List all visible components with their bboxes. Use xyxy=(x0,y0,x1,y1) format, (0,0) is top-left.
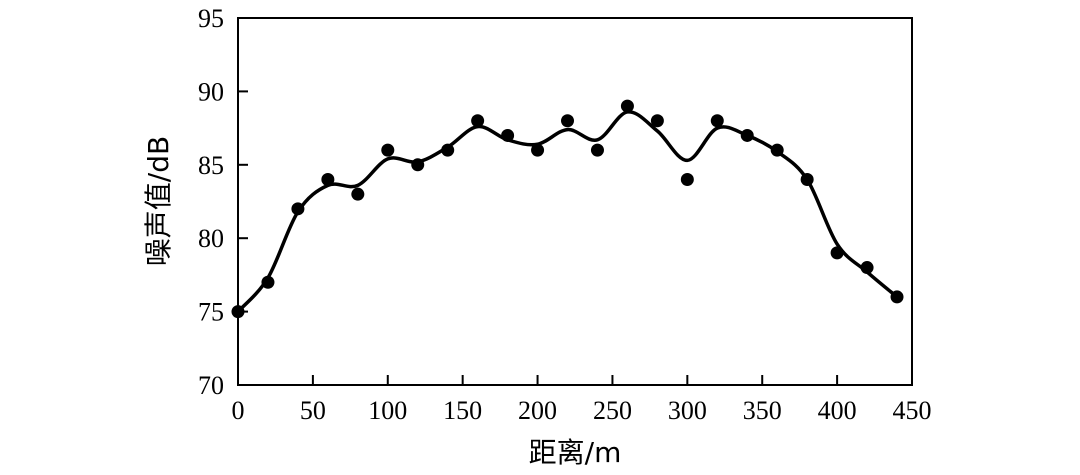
data-point xyxy=(740,128,754,142)
x-tick-label: 100 xyxy=(368,396,407,425)
data-point xyxy=(650,114,664,128)
x-tick-label: 300 xyxy=(668,396,707,425)
x-axis-title: 距离/m xyxy=(529,436,622,469)
data-point xyxy=(770,143,784,157)
data-point xyxy=(231,305,245,319)
data-point xyxy=(680,172,694,186)
data-point xyxy=(830,246,844,260)
data-point xyxy=(291,202,305,216)
y-tick-label: 85 xyxy=(198,151,224,180)
x-tick-label: 200 xyxy=(518,396,557,425)
data-point xyxy=(890,290,904,304)
y-tick-label: 75 xyxy=(198,298,224,327)
x-tick-label: 400 xyxy=(818,396,857,425)
data-point xyxy=(561,114,575,128)
y-tick-label: 80 xyxy=(198,224,224,253)
x-tick-label: 0 xyxy=(232,396,245,425)
data-point xyxy=(441,143,455,157)
y-tick-label: 95 xyxy=(198,4,224,33)
y-tick-label: 70 xyxy=(198,371,224,400)
x-tick-label: 150 xyxy=(443,396,482,425)
data-point xyxy=(381,143,395,157)
x-tick-label: 350 xyxy=(743,396,782,425)
data-point xyxy=(321,172,335,186)
y-axis-ticks: 70 75 80 85 90 95 xyxy=(198,4,248,400)
plot-frame xyxy=(237,17,913,386)
data-point xyxy=(800,172,814,186)
data-point xyxy=(261,275,275,289)
data-point xyxy=(351,187,365,201)
x-tick-label: 250 xyxy=(593,396,632,425)
y-axis-title: 噪声值/dB xyxy=(142,136,175,266)
fit-curve xyxy=(236,110,899,313)
data-point xyxy=(471,114,485,128)
data-point xyxy=(860,261,874,275)
x-tick-label: 50 xyxy=(300,396,326,425)
x-axis-ticks: 0 50 100 150 200 250 300 350 400 450 xyxy=(232,375,932,425)
x-tick-label: 450 xyxy=(893,396,932,425)
data-point xyxy=(411,158,425,172)
data-point xyxy=(590,143,604,157)
data-point xyxy=(531,143,545,157)
data-points xyxy=(231,99,904,319)
data-point xyxy=(501,128,515,142)
y-tick-label: 90 xyxy=(198,77,224,106)
data-point xyxy=(710,114,724,128)
data-point xyxy=(620,99,634,113)
